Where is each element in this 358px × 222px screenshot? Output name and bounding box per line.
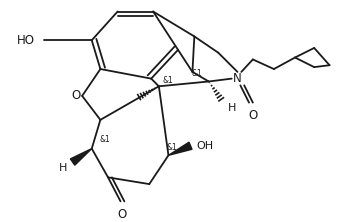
- Text: H: H: [228, 103, 236, 113]
- Text: N: N: [233, 72, 242, 85]
- Polygon shape: [169, 142, 192, 155]
- Text: &1: &1: [100, 135, 110, 144]
- Text: H: H: [59, 163, 67, 173]
- Text: O: O: [118, 208, 127, 221]
- Text: OH: OH: [196, 141, 213, 151]
- Text: O: O: [72, 89, 81, 102]
- Text: &1: &1: [163, 76, 173, 85]
- Text: O: O: [248, 109, 257, 122]
- Text: HO: HO: [17, 34, 35, 47]
- Polygon shape: [71, 149, 92, 165]
- Text: &1: &1: [166, 143, 177, 152]
- Text: &1: &1: [192, 69, 202, 78]
